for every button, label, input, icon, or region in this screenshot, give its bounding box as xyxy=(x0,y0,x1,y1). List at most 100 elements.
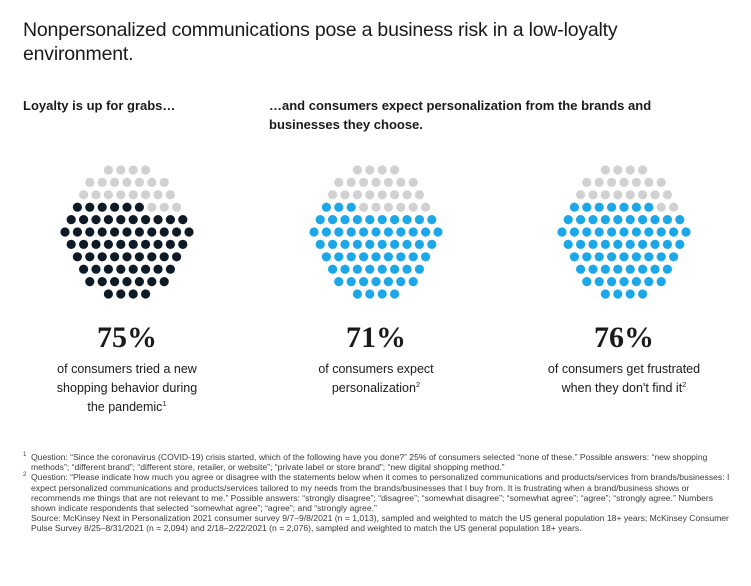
dot-filled xyxy=(675,239,685,249)
dot-filled xyxy=(172,227,182,237)
dot-filled xyxy=(638,289,648,299)
dot-filled xyxy=(128,215,138,225)
dot-filled xyxy=(582,277,592,287)
dot-filled xyxy=(377,239,387,249)
dot-empty xyxy=(631,177,641,187)
dot-empty xyxy=(408,177,418,187)
dot-filled xyxy=(638,239,648,249)
dot-filled xyxy=(588,215,598,225)
dot-filled xyxy=(346,277,356,287)
dot-empty xyxy=(619,177,629,187)
dot-empty xyxy=(669,202,679,212)
dot-filled xyxy=(631,202,641,212)
description-2-line-1: of consumers expect xyxy=(318,362,434,376)
dot-filled xyxy=(103,289,113,299)
dot-filled xyxy=(576,239,586,249)
dot-filled xyxy=(178,239,188,249)
dot-empty xyxy=(79,190,89,200)
stat-panel-2: 71% of consumers expect personalization2 xyxy=(276,322,476,398)
dot-empty xyxy=(134,177,144,187)
dot-filled xyxy=(116,215,126,225)
dot-filled xyxy=(563,215,573,225)
dot-filled xyxy=(328,239,338,249)
dot-filled xyxy=(321,227,331,237)
dot-filled xyxy=(631,252,641,262)
footnotes: 1 Question: “Since the coronavirus (COVID… xyxy=(23,452,739,534)
dot-empty xyxy=(613,190,623,200)
dot-filled xyxy=(656,227,666,237)
dot-empty xyxy=(346,177,356,187)
dot-empty xyxy=(390,165,400,175)
dot-filled xyxy=(122,252,132,262)
dot-filled xyxy=(625,264,635,274)
dot-filled xyxy=(122,227,132,237)
dot-filled xyxy=(421,227,431,237)
dot-filled xyxy=(619,227,629,237)
dot-empty xyxy=(153,190,163,200)
dot-filled xyxy=(631,277,641,287)
dot-empty xyxy=(644,177,654,187)
dot-filled xyxy=(85,202,95,212)
dot-filled xyxy=(103,264,113,274)
dot-filled xyxy=(141,239,151,249)
dot-filled xyxy=(396,277,406,287)
dot-filled xyxy=(352,289,362,299)
dot-filled xyxy=(147,252,157,262)
dot-filled xyxy=(352,239,362,249)
dot-chart-1 xyxy=(60,165,194,299)
dot-empty xyxy=(650,190,660,200)
dot-filled xyxy=(165,264,175,274)
dot-filled xyxy=(346,202,356,212)
dot-filled xyxy=(625,239,635,249)
dot-empty xyxy=(396,177,406,187)
dot-filled xyxy=(576,264,586,274)
dot-filled xyxy=(116,239,126,249)
dot-filled xyxy=(159,252,169,262)
dot-filled xyxy=(650,264,660,274)
dot-filled xyxy=(402,215,412,225)
footnote-1: 1 Question: “Since the coronavirus (COVID… xyxy=(23,452,708,473)
dot-chart-2 xyxy=(309,165,443,299)
dot-filled xyxy=(141,264,151,274)
dot-filled xyxy=(613,215,623,225)
dot-filled xyxy=(72,227,82,237)
dot-empty xyxy=(576,190,586,200)
dot-filled xyxy=(408,277,418,287)
dot-filled xyxy=(153,239,163,249)
dot-filled xyxy=(91,264,101,274)
dot-empty xyxy=(352,165,362,175)
dot-filled xyxy=(97,202,107,212)
dot-filled xyxy=(371,227,381,237)
dot-empty xyxy=(600,190,610,200)
dot-filled xyxy=(328,264,338,274)
dot-filled xyxy=(650,215,660,225)
dot-empty xyxy=(594,177,604,187)
right-heading: …and consumers expect personalization fr… xyxy=(269,98,652,132)
dot-filled xyxy=(613,239,623,249)
dot-filled xyxy=(563,239,573,249)
dot-empty xyxy=(141,165,151,175)
description-1: of consumers tried a new shopping behavi… xyxy=(27,360,227,417)
dot-filled xyxy=(607,227,617,237)
dot-empty xyxy=(159,177,169,187)
dot-filled xyxy=(103,215,113,225)
dot-filled xyxy=(165,239,175,249)
dot-filled xyxy=(613,264,623,274)
dot-empty xyxy=(383,177,393,187)
dot-filled xyxy=(414,215,424,225)
dot-filled xyxy=(165,215,175,225)
dot-filled xyxy=(72,202,82,212)
dot-filled xyxy=(662,215,672,225)
dot-filled xyxy=(638,264,648,274)
dot-filled xyxy=(365,215,375,225)
dot-filled xyxy=(600,239,610,249)
dot-filled xyxy=(134,252,144,262)
dot-filled xyxy=(557,227,567,237)
dot-filled xyxy=(669,252,679,262)
dot-filled xyxy=(619,252,629,262)
dot-empty xyxy=(390,190,400,200)
dot-filled xyxy=(390,215,400,225)
dot-filled xyxy=(427,215,437,225)
dot-filled xyxy=(103,239,113,249)
dot-empty xyxy=(141,190,151,200)
